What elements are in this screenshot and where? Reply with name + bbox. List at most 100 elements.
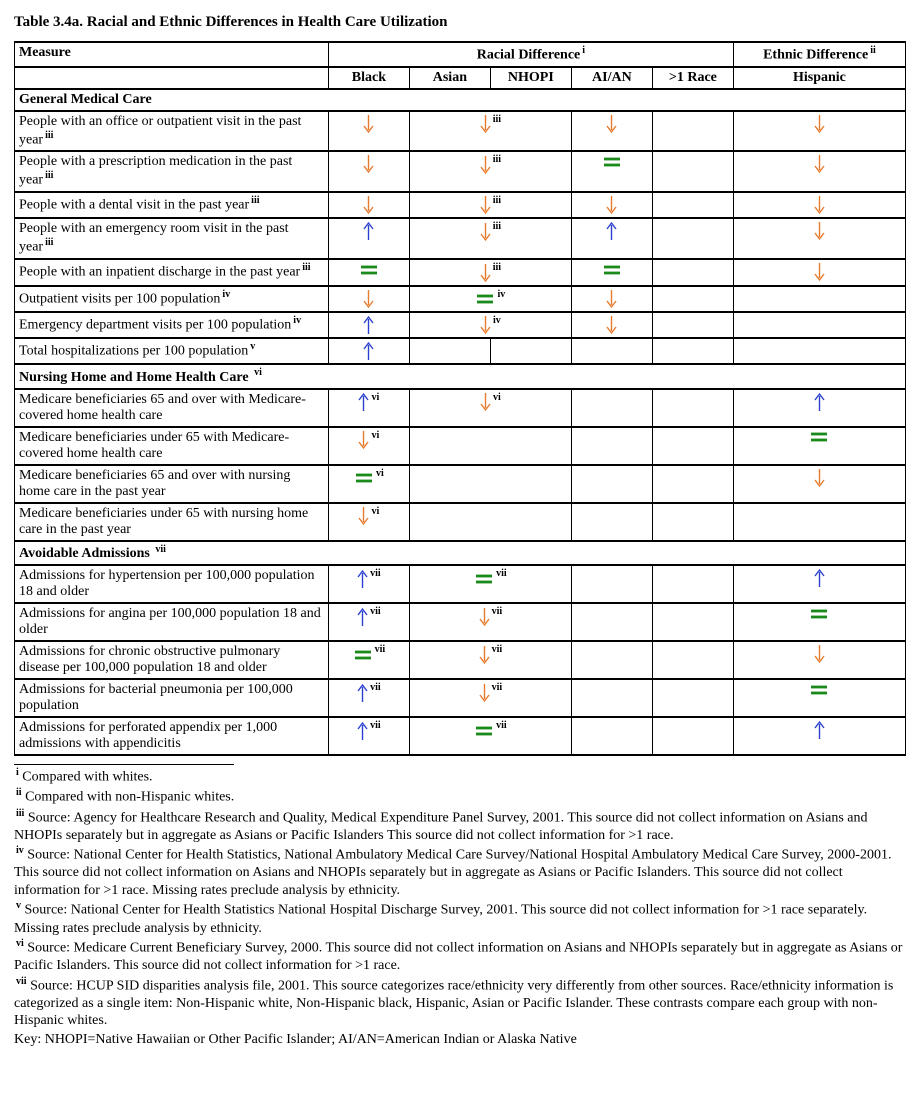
data-cell (571, 603, 652, 641)
measure-cell: People with a prescription medication in… (15, 151, 329, 192)
data-cell: vii (328, 603, 409, 641)
data-cell (571, 565, 652, 603)
data-cell: vi (328, 427, 409, 465)
data-cell: vii (409, 603, 571, 641)
equal-icon (353, 648, 373, 662)
arrow-down-icon (363, 195, 374, 215)
data-cell (571, 717, 652, 755)
data-cell (652, 603, 733, 641)
data-cell: iii (409, 218, 571, 259)
data-cell (571, 192, 652, 218)
data-cell (571, 312, 652, 338)
equal-icon (602, 263, 622, 277)
measure-cell: Admissions for chronic obstructive pulmo… (15, 641, 329, 679)
data-cell (652, 641, 733, 679)
data-cell (571, 427, 652, 465)
data-cell (733, 192, 905, 218)
data-cell (733, 151, 905, 192)
arrow-down-icon (358, 506, 369, 526)
data-cell (733, 465, 905, 503)
arrow-down-icon (479, 607, 490, 627)
data-cell (571, 465, 652, 503)
footnote: ii Compared with non-Hispanic whites. (14, 787, 906, 806)
arrow-down-icon (814, 221, 825, 241)
data-cell: vii (328, 565, 409, 603)
data-cell (652, 338, 733, 364)
data-cell (652, 259, 733, 285)
section-header: Avoidable Admissions vii (15, 541, 906, 566)
col-hispanic: Hispanic (733, 67, 905, 89)
data-cell (733, 641, 905, 679)
data-cell: iii (409, 259, 571, 285)
data-cell (652, 717, 733, 755)
data-cell: vii (409, 679, 571, 717)
arrow-down-icon (480, 392, 491, 412)
measure-cell: Medicare beneficiaries 65 and over with … (15, 389, 329, 427)
data-cell: iii (409, 192, 571, 218)
data-cell (409, 465, 571, 503)
data-cell (652, 389, 733, 427)
measure-cell: People with an emergency room visit in t… (15, 218, 329, 259)
measure-cell: Admissions for bacterial pneumonia per 1… (15, 679, 329, 717)
measure-cell: Outpatient visits per 100 populationiv (15, 286, 329, 312)
data-cell: iv (409, 312, 571, 338)
arrow-down-icon (480, 155, 491, 175)
data-cell (652, 218, 733, 259)
arrow-down-icon (479, 683, 490, 703)
data-cell (328, 192, 409, 218)
data-cell (571, 389, 652, 427)
arrow-down-icon (814, 114, 825, 134)
arrow-down-icon (606, 315, 617, 335)
measure-cell: People with an office or outpatient visi… (15, 111, 329, 152)
equal-icon (475, 292, 495, 306)
data-cell (652, 192, 733, 218)
col-nhopi: NHOPI (490, 67, 571, 89)
data-cell (409, 338, 490, 364)
data-cell (733, 603, 905, 641)
col-1race: >1 Race (652, 67, 733, 89)
footnote: v Source: National Center for Health Sta… (14, 900, 906, 937)
data-cell: iii (409, 151, 571, 192)
arrow-up-icon (357, 569, 368, 589)
section-header: General Medical Care (15, 89, 906, 111)
measure-cell: Medicare beneficiaries under 65 with Med… (15, 427, 329, 465)
data-cell: vii (328, 679, 409, 717)
arrow-up-icon (358, 392, 369, 412)
equal-icon (474, 724, 494, 738)
arrow-up-icon (814, 568, 825, 588)
section-header: Nursing Home and Home Health Care vi (15, 364, 906, 389)
data-cell (328, 259, 409, 285)
arrow-down-icon (606, 114, 617, 134)
data-cell (733, 427, 905, 465)
arrow-down-icon (606, 195, 617, 215)
data-cell (733, 679, 905, 717)
col-measure-blank (15, 67, 329, 89)
data-cell: vii (328, 641, 409, 679)
footnote: iii Source: Agency for Healthcare Resear… (14, 808, 906, 845)
data-cell: iii (409, 111, 571, 152)
data-cell (652, 286, 733, 312)
arrow-down-icon (480, 195, 491, 215)
data-cell (571, 679, 652, 717)
arrow-down-icon (814, 468, 825, 488)
col-ethnic: Ethnic Differenceii (733, 42, 905, 67)
arrow-down-icon (363, 154, 374, 174)
arrow-up-icon (363, 341, 374, 361)
data-cell (733, 286, 905, 312)
arrow-up-icon (814, 392, 825, 412)
footnote: iv Source: National Center for Health St… (14, 845, 906, 899)
arrow-up-icon (814, 720, 825, 740)
data-cell (652, 312, 733, 338)
data-cell (328, 338, 409, 364)
data-cell (571, 259, 652, 285)
col-aian: AI/AN (571, 67, 652, 89)
data-cell (328, 312, 409, 338)
equal-icon (354, 471, 374, 485)
col-measure: Measure (15, 42, 329, 67)
equal-icon (359, 263, 379, 277)
col-racial: Racial Differencei (328, 42, 733, 67)
data-cell (571, 338, 652, 364)
data-cell (652, 565, 733, 603)
data-cell (571, 641, 652, 679)
data-cell: vi (328, 503, 409, 541)
